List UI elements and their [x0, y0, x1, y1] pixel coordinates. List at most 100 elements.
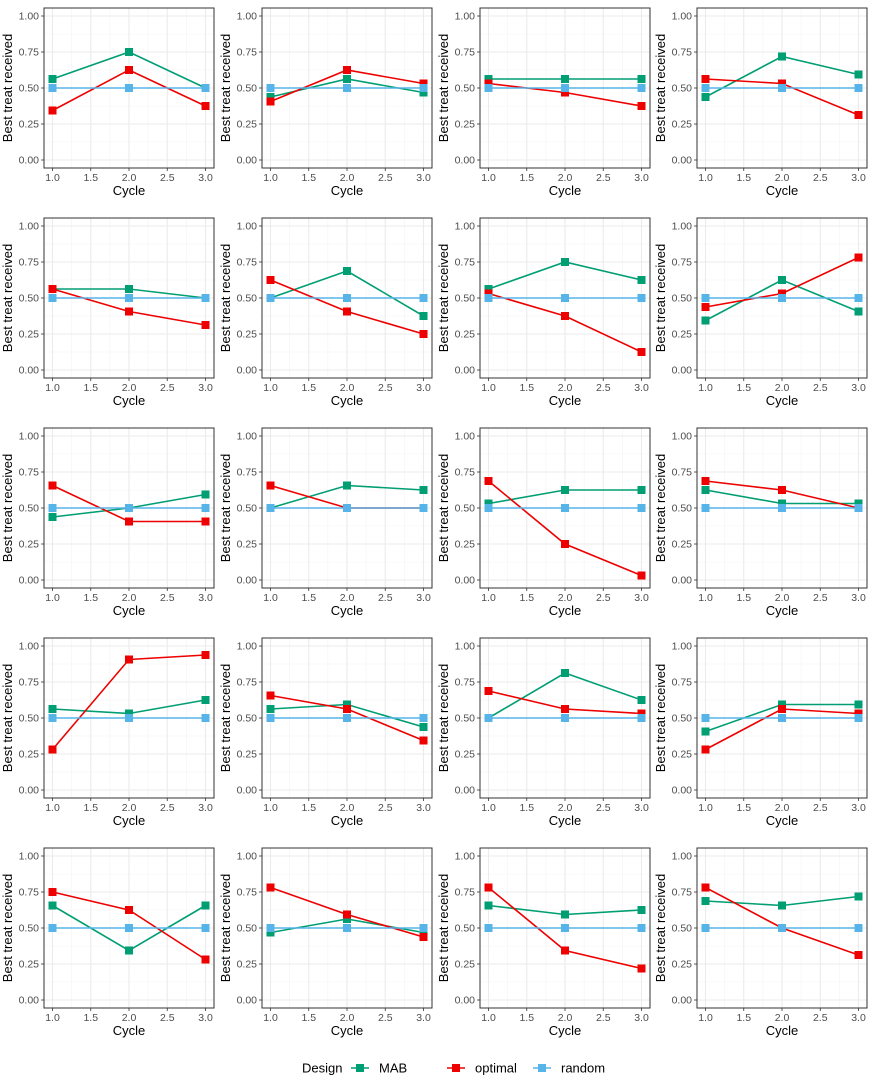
point-random — [701, 294, 710, 302]
point-random — [484, 84, 493, 92]
panel-4: 1.0 1.5 2.0 2.5 3.0 0.00 0.25 0.50 0.75 1.00 Cycle… — [653, 7, 868, 198]
x-tick-label: 2.0 — [558, 802, 573, 814]
y-tick-label: 0.50 — [672, 713, 693, 725]
x-tick-label: 2.5 — [596, 1012, 611, 1024]
point-optimal — [561, 88, 569, 97]
point-optimal — [637, 709, 646, 718]
y-tick-label: 0.00 — [672, 575, 693, 587]
y-tick-label: 0.00 — [19, 365, 40, 377]
point-MAB — [778, 499, 786, 508]
legend: Design MAB optimal random — [302, 1061, 605, 1076]
point-random — [854, 924, 863, 932]
point-MAB — [201, 490, 210, 499]
point-optimal — [701, 75, 710, 83]
y-tick-label: 0.75 — [672, 47, 693, 59]
x-tick-label: 3.0 — [416, 592, 431, 604]
x-tick-label: 1.5 — [301, 592, 316, 604]
point-random — [484, 924, 493, 932]
panel-border — [696, 847, 868, 1009]
x-tick-label: 1.5 — [301, 1012, 316, 1024]
y-tick-label: 0.25 — [19, 959, 40, 971]
x-tick-label: 2.0 — [558, 1012, 573, 1024]
y-tick-label: 0.50 — [237, 293, 258, 305]
point-random — [854, 294, 863, 302]
point-random — [48, 84, 57, 92]
point-MAB — [778, 52, 786, 61]
x-tick-label: 2.5 — [596, 382, 611, 394]
y-tick-label: 0.50 — [672, 293, 693, 305]
x-tick-label: 2.5 — [160, 382, 175, 394]
point-MAB — [701, 727, 710, 736]
x-tick-label: 2.5 — [596, 802, 611, 814]
point-MAB — [201, 901, 210, 910]
point-random — [48, 294, 57, 302]
y-tick-label: 1.00 — [19, 431, 40, 443]
x-tick-label: 3.0 — [634, 592, 649, 604]
x-tick-label: 2.0 — [122, 172, 137, 184]
point-MAB — [854, 892, 863, 901]
point-optimal — [125, 307, 133, 316]
point-optimal — [701, 477, 710, 485]
point-random — [266, 924, 275, 932]
point-MAB — [484, 285, 493, 293]
point-optimal — [778, 289, 786, 298]
x-tick-label: 3.0 — [851, 382, 866, 394]
x-tick-label: 1.0 — [698, 172, 713, 184]
x-tick-label: 3.0 — [634, 382, 649, 394]
panel-border — [261, 847, 433, 1009]
y-tick-label: 0.25 — [237, 749, 258, 761]
panel-8: 1.0 1.5 2.0 2.5 3.0 0.00 0.25 0.50 0.75 1.00 Cycle… — [653, 217, 868, 408]
x-tick-label: 2.0 — [775, 172, 790, 184]
y-tick-label: 0.25 — [672, 119, 693, 131]
panel-border — [696, 217, 868, 379]
x-tick-label: 2.5 — [596, 172, 611, 184]
point-optimal — [637, 348, 646, 356]
point-optimal — [484, 687, 493, 695]
panel-border — [479, 217, 651, 379]
y-tick-label: 1.00 — [672, 431, 693, 443]
y-axis-title: Best treat received — [0, 874, 15, 982]
y-axis-title: Best treat received — [653, 454, 668, 562]
y-tick-label: 0.50 — [455, 293, 476, 305]
point-MAB — [484, 75, 493, 83]
x-tick-label: 2.5 — [813, 172, 828, 184]
point-MAB — [266, 93, 275, 101]
point-optimal — [561, 312, 569, 320]
point-optimal — [201, 321, 210, 329]
x-tick-label: 2.5 — [596, 592, 611, 604]
y-tick-label: 0.00 — [672, 785, 693, 797]
point-optimal — [484, 477, 493, 485]
y-tick-label: 0.50 — [455, 83, 476, 95]
y-tick-label: 0.00 — [19, 575, 40, 587]
x-tick-label: 1.5 — [301, 802, 316, 814]
x-tick-label: 1.0 — [263, 1012, 278, 1024]
x-axis-title: Cycle — [549, 603, 582, 618]
y-tick-label: 1.00 — [455, 431, 476, 443]
x-axis-title: Cycle — [549, 813, 582, 828]
x-tick-label: 2.5 — [813, 1012, 828, 1024]
y-tick-label: 0.75 — [237, 47, 258, 59]
panel-3: 1.0 1.5 2.0 2.5 3.0 0.00 0.25 0.50 0.75 1.00 Cycle… — [436, 7, 651, 198]
point-optimal — [419, 933, 428, 941]
point-random — [778, 924, 786, 932]
y-tick-label: 0.00 — [672, 365, 693, 377]
panel-border — [261, 7, 433, 169]
x-tick-label: 1.5 — [519, 802, 534, 814]
y-tick-label: 0.25 — [455, 539, 476, 551]
panel-border — [696, 7, 868, 169]
point-MAB — [637, 276, 646, 284]
point-optimal — [266, 883, 275, 892]
x-axis-title: Cycle — [549, 393, 582, 408]
y-axis-title: Best treat received — [218, 244, 233, 352]
y-tick-label: 0.50 — [455, 923, 476, 935]
x-tick-label: 1.0 — [45, 172, 60, 184]
y-tick-label: 0.75 — [672, 467, 693, 479]
x-tick-label: 2.5 — [160, 592, 175, 604]
point-random — [201, 924, 210, 932]
point-MAB — [701, 486, 710, 494]
y-tick-label: 0.50 — [237, 923, 258, 935]
x-tick-label: 1.5 — [736, 1012, 751, 1024]
point-optimal — [854, 253, 863, 262]
panel-border — [43, 637, 215, 799]
point-optimal — [637, 964, 646, 973]
